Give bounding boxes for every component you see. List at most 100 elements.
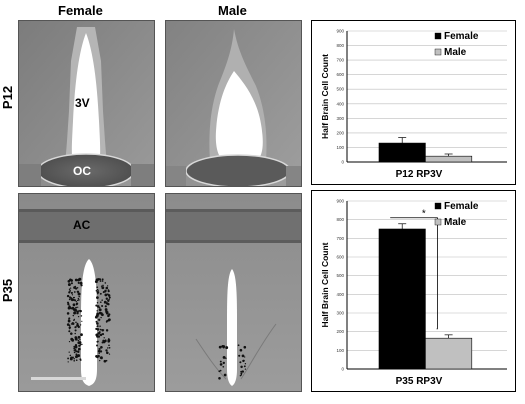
stained-cell [97, 340, 99, 343]
y-tick-label: 600 [336, 255, 344, 260]
row-header-p12: P12 [0, 85, 16, 110]
stained-cell [94, 280, 98, 284]
stained-cell [78, 336, 80, 338]
y-tick-label: 700 [336, 58, 344, 63]
legend-label-female: Female [444, 201, 479, 212]
stained-cell [104, 282, 107, 284]
stained-cell [101, 333, 105, 336]
stained-cell [76, 286, 79, 289]
stained-cell [69, 287, 72, 289]
stained-cell [80, 359, 82, 362]
stained-cell [106, 311, 109, 314]
y-tick-label: 400 [336, 292, 344, 297]
chart-p35: 0 100 200 300 400 500 600 700 800 900 * Female Male H… [311, 190, 516, 392]
stained-cell [77, 281, 80, 284]
stained-cell [77, 341, 80, 345]
y-tick-label: 300 [336, 311, 344, 316]
y-tick-label: 100 [336, 145, 344, 150]
stained-cell [67, 357, 70, 360]
stained-cell [69, 357, 73, 361]
label-oc: OC [73, 164, 91, 178]
stained-cell [96, 288, 99, 291]
y-tick-label: 500 [336, 87, 344, 92]
stained-cell [74, 343, 78, 347]
stained-cell [77, 297, 80, 300]
stained-cell [104, 293, 108, 297]
y-tick-label: 700 [336, 236, 344, 241]
stained-cell [101, 341, 104, 344]
stained-cell [76, 290, 80, 294]
y-tick-label: 0 [341, 367, 344, 372]
stained-cell [73, 319, 75, 321]
stained-cell [101, 280, 104, 282]
stained-cell [101, 299, 103, 301]
stained-cell [241, 354, 245, 358]
stained-cell [105, 286, 109, 290]
stained-cell [78, 295, 80, 298]
stained-cell [74, 348, 77, 352]
stained-cell [103, 337, 105, 339]
stained-cell [81, 343, 83, 346]
micrograph-p35-female: AC [18, 193, 155, 392]
stained-cell [108, 353, 111, 355]
stained-cell [107, 289, 110, 291]
stained-cell [96, 312, 98, 314]
stained-cell [72, 296, 75, 299]
stained-cell [219, 363, 223, 366]
stained-cell [96, 301, 99, 304]
stained-cell [70, 332, 73, 335]
stained-cell [80, 315, 83, 317]
stained-cell [78, 309, 80, 312]
stained-cell [105, 349, 108, 352]
stained-cell [241, 370, 244, 373]
stained-cell [66, 301, 70, 304]
stained-cell [108, 313, 111, 316]
significance-marker: * [422, 208, 426, 219]
stained-cell [98, 352, 100, 354]
legend-label-female: Female [444, 31, 479, 42]
stained-cell [102, 284, 104, 287]
stained-cell [96, 310, 98, 312]
stained-cell [96, 322, 99, 325]
y-tick-label: 900 [336, 199, 344, 204]
stained-cell [101, 304, 104, 308]
stained-cell [98, 350, 100, 353]
stained-cell [68, 291, 71, 294]
column-header-female: Female [58, 3, 103, 18]
stained-cell [225, 346, 229, 350]
stained-cell [240, 365, 243, 369]
stained-cell [101, 286, 105, 290]
stained-cell [72, 303, 76, 307]
stained-cell [77, 351, 80, 353]
stained-cell [107, 294, 111, 297]
stained-cell [96, 290, 100, 294]
y-tick-label: 800 [336, 43, 344, 48]
stained-cell [99, 359, 101, 362]
stained-cell [69, 354, 72, 357]
bar-female [378, 142, 426, 163]
stained-cell [240, 374, 243, 376]
stained-cell [94, 315, 98, 319]
stained-cell [74, 278, 78, 282]
stained-cell [222, 345, 226, 348]
stained-cell [67, 283, 71, 287]
stained-cell [108, 298, 110, 300]
stained-cell [105, 329, 109, 332]
stained-cell [243, 365, 246, 368]
y-tick-label: 600 [336, 72, 344, 77]
stained-cell [98, 306, 101, 309]
stained-cell [104, 289, 107, 293]
stained-cell [66, 323, 70, 326]
y-axis-label: Half Brain Cell Count [320, 242, 330, 327]
chart-title: P35 RP3V [396, 376, 443, 387]
stained-cell [73, 359, 76, 362]
stained-cell [98, 318, 101, 321]
stained-cell [242, 359, 245, 363]
label-3v: 3V [75, 96, 90, 110]
stained-cell [107, 299, 110, 303]
bar-male [425, 155, 473, 163]
y-axis-label: Half Brain Cell Count [320, 54, 330, 139]
y-tick-label: 0 [341, 160, 344, 165]
legend-swatch-female [434, 202, 442, 210]
stained-cell [68, 351, 70, 353]
